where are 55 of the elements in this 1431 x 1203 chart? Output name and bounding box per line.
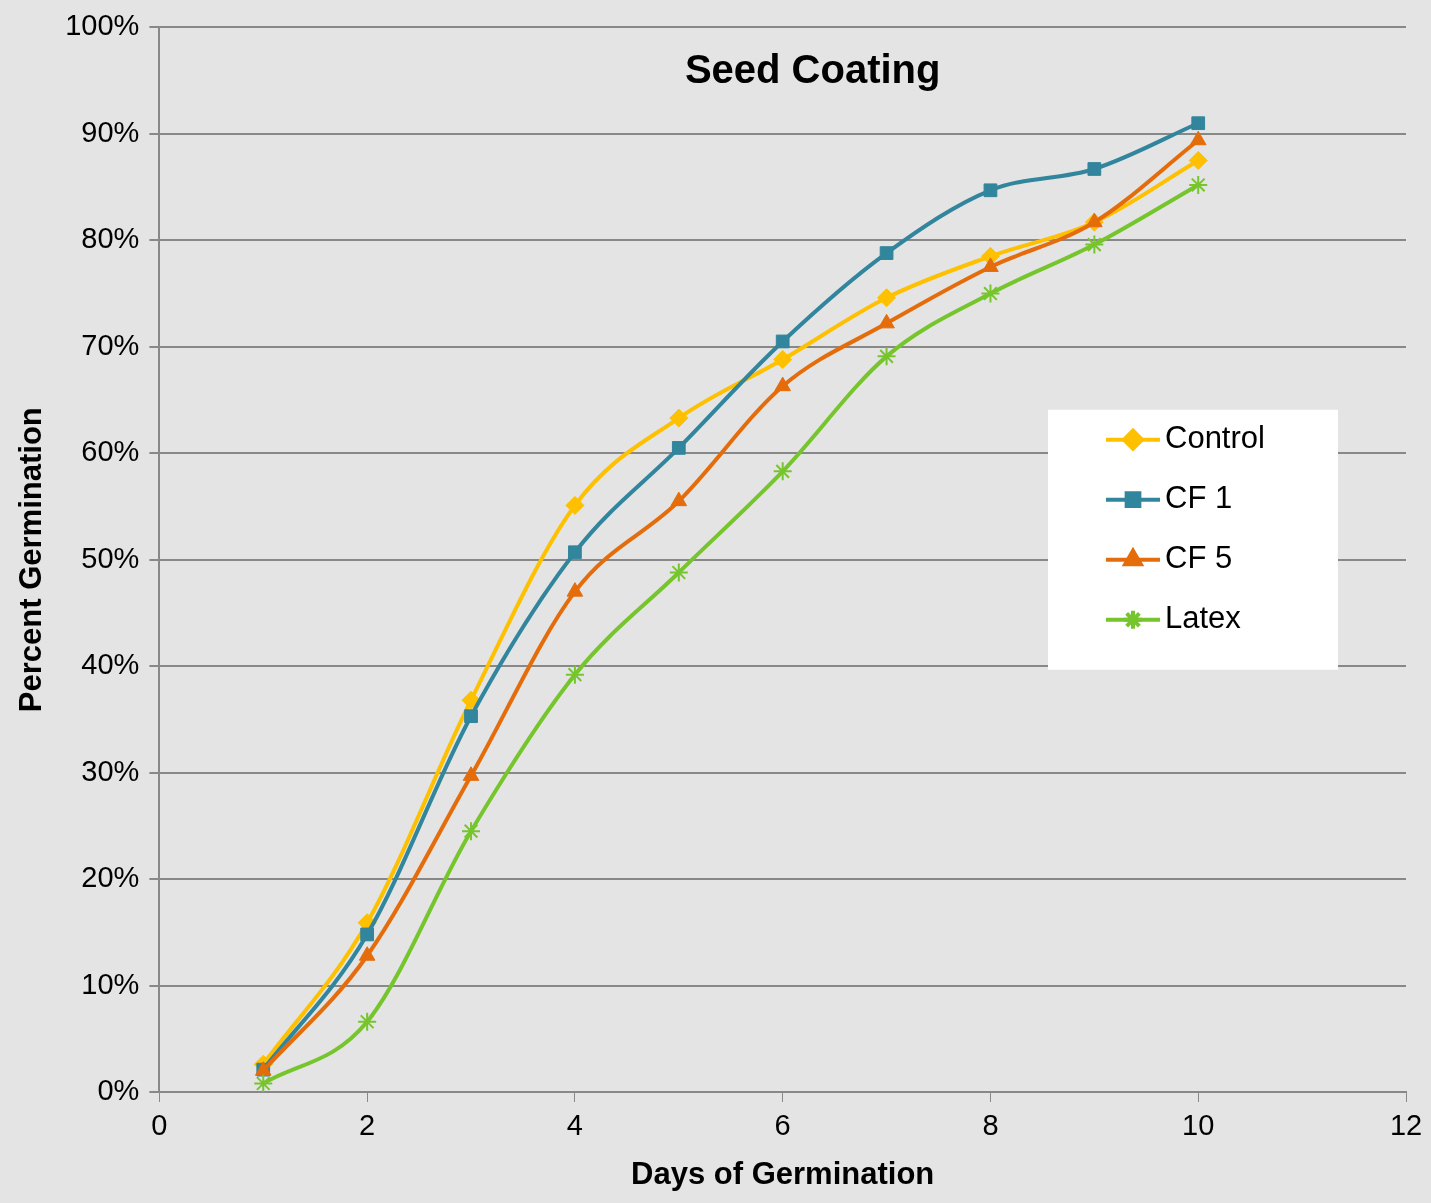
point [253, 1073, 274, 1092]
point [1084, 234, 1105, 255]
point [1087, 162, 1102, 176]
y-tick-label: 90% [81, 115, 140, 148]
point [464, 709, 478, 724]
point [668, 562, 689, 583]
y-tick-label: 20% [81, 861, 140, 894]
point [357, 1011, 378, 1032]
point [669, 408, 689, 428]
y-tick-label: 60% [81, 435, 140, 468]
x-tick-label: 12 [1389, 1109, 1423, 1142]
x-tick-label: 10 [1182, 1109, 1215, 1142]
legend-label: CF 1 [1165, 480, 1233, 516]
point [565, 495, 585, 515]
point [773, 350, 793, 370]
point [671, 441, 686, 455]
point [1188, 174, 1209, 195]
y-tick-label: 40% [81, 648, 140, 681]
x-tick-label: 0 [151, 1109, 168, 1142]
point [983, 183, 998, 198]
point [980, 283, 1001, 304]
y-tick-label: 70% [81, 328, 140, 361]
x-tick-label: 8 [982, 1109, 999, 1142]
point [1188, 150, 1208, 170]
y-tick-label: 80% [81, 222, 140, 255]
y-axis-title: Percent Germination [13, 407, 49, 713]
point [1191, 116, 1206, 131]
point [877, 288, 897, 308]
point [462, 766, 480, 781]
legend-label: Control [1165, 420, 1265, 456]
legend-label: Latex [1165, 600, 1242, 636]
y-tick-label: 100% [65, 9, 140, 42]
point [775, 334, 790, 349]
point [564, 664, 585, 685]
point [566, 582, 584, 597]
point [774, 376, 791, 392]
x-axis-title: Days of Germination [631, 1155, 935, 1191]
point [876, 346, 897, 367]
point [358, 946, 376, 961]
text: Seed Coating [684, 47, 941, 92]
point [461, 690, 481, 710]
y-tick-label: 10% [81, 967, 140, 1000]
x-tick-label: 6 [774, 1109, 791, 1142]
y-tick-label: 30% [81, 754, 140, 787]
point [772, 461, 793, 482]
point [360, 927, 375, 942]
point [670, 491, 688, 507]
legend-label: CF 5 [1165, 540, 1233, 576]
y-tick-label: 50% [81, 541, 140, 574]
x-tick-label: 2 [359, 1109, 376, 1142]
point [568, 545, 582, 560]
x-tick-label: 4 [566, 1109, 583, 1142]
y-tick-label: 0% [97, 1074, 140, 1106]
point [879, 246, 894, 260]
point [461, 821, 482, 842]
